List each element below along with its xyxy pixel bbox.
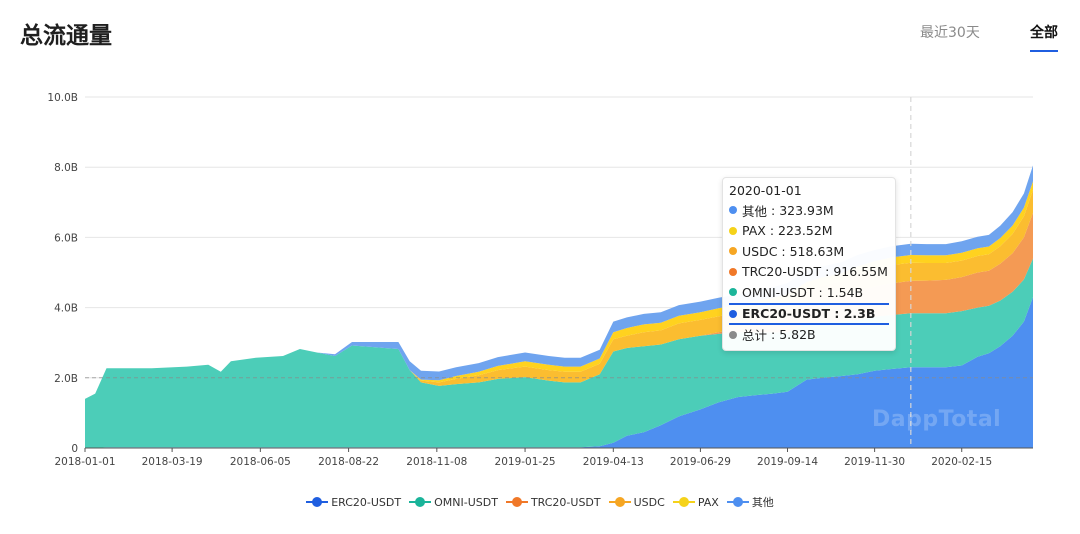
area-series-erc20-usdt xyxy=(85,297,1033,448)
legend-label: USDC xyxy=(633,495,665,509)
x-tick-label: 2019-04-13 xyxy=(583,456,644,468)
legend-label: ERC20-USDT xyxy=(331,495,402,509)
legend-item[interactable]: PAX xyxy=(672,495,719,509)
x-tick-label: 2019-11-30 xyxy=(844,456,905,468)
tooltip-separator: : xyxy=(829,306,844,321)
chart-tooltip: 2020-01-01 其他 : 323.93M PAX : 223.52M USDC… xyxy=(722,177,896,351)
y-tick-label: 0 xyxy=(71,443,78,455)
legend-item[interactable]: 其他 xyxy=(726,494,774,510)
tooltip-label: USDC xyxy=(742,243,778,259)
tooltip-row: ERC20-USDT : 2.3B xyxy=(729,302,889,325)
tooltip-value: 1.54B xyxy=(826,284,864,300)
tooltip-row: 其他 : 323.93M xyxy=(729,200,889,221)
series-dot-icon xyxy=(729,206,737,215)
tab-all[interactable]: 全部 xyxy=(1030,22,1058,52)
legend-marker-icon xyxy=(409,497,432,507)
tooltip-label: ERC20-USDT xyxy=(742,306,830,321)
tooltip-row: USDC : 518.63M xyxy=(729,241,889,262)
x-tick-label: 2018-01-01 xyxy=(54,456,115,468)
legend-marker-icon xyxy=(672,497,695,507)
tooltip-value: 916.55M xyxy=(833,264,888,280)
tooltip-separator: : xyxy=(814,284,827,300)
y-tick-label: 10.0B xyxy=(47,92,78,104)
tooltip-value: 323.93M xyxy=(779,202,834,218)
tooltip-value: 5.82B xyxy=(779,327,816,343)
tooltip-value: 223.52M xyxy=(778,223,833,239)
tooltip-value: 518.63M xyxy=(789,243,845,259)
tooltip-label: PAX xyxy=(742,223,766,239)
legend-label: 其他 xyxy=(751,496,774,509)
tooltip-separator: : xyxy=(767,202,780,218)
tooltip-separator: : xyxy=(767,327,780,343)
tooltip-label: OMNI-USDT xyxy=(742,284,815,300)
tooltip-separator: : xyxy=(777,243,790,259)
x-tick-label: 2019-06-29 xyxy=(670,456,731,468)
series-dot-icon xyxy=(729,267,737,276)
tooltip-label: 其他 xyxy=(742,203,768,219)
legend-marker-icon xyxy=(608,497,631,507)
chart-legend: ERC20-USDT OMNI-USDT TRC20-USDT USDC PAX 其他 xyxy=(0,494,1080,510)
legend-label: PAX xyxy=(697,495,719,509)
tooltip-date: 2020-01-01 xyxy=(729,183,802,198)
tooltip-separator: : xyxy=(821,264,834,280)
y-tick-label: 4.0B xyxy=(54,303,78,315)
x-tick-label: 2020-02-15 xyxy=(931,456,992,468)
x-tick-label: 2019-01-25 xyxy=(495,456,556,468)
series-dot-icon xyxy=(729,309,737,318)
legend-marker-icon xyxy=(726,497,749,507)
y-tick-label: 6.0B xyxy=(54,232,78,244)
tooltip-row: OMNI-USDT : 1.54B xyxy=(729,282,889,303)
tooltip-row: 总计 : 5.82B xyxy=(729,325,889,346)
series-dot-icon xyxy=(729,288,737,297)
tab-last-30-days[interactable]: 最近30天 xyxy=(920,25,980,41)
x-tick-label: 2018-11-08 xyxy=(406,456,467,468)
legend-item[interactable]: USDC xyxy=(608,495,665,509)
legend-item[interactable]: TRC20-USDT xyxy=(505,495,601,509)
area-series-omni-usdt xyxy=(85,258,1033,448)
watermark: DappTotal xyxy=(872,407,1002,432)
tooltip-value: 2.3B xyxy=(843,306,876,321)
legend-item[interactable]: ERC20-USDT xyxy=(306,496,401,509)
tooltip-row: TRC20-USDT : 916.55M xyxy=(729,262,889,283)
tooltip-row: PAX : 223.52M xyxy=(729,221,889,242)
x-tick-label: 2018-03-19 xyxy=(142,456,203,468)
legend-marker-icon xyxy=(505,497,528,507)
y-tick-label: 8.0B xyxy=(54,162,78,174)
legend-label: OMNI-USDT xyxy=(434,495,498,509)
tooltip-label: TRC20-USDT xyxy=(742,264,822,280)
y-tick-label: 2.0B xyxy=(54,373,78,385)
page-title: 总流通量 xyxy=(20,23,112,49)
tooltip-label: 总计 xyxy=(742,328,768,344)
tooltip-separator: : xyxy=(765,223,779,239)
legend-item[interactable]: OMNI-USDT xyxy=(409,496,498,509)
series-dot-icon xyxy=(729,226,737,235)
series-dot-icon xyxy=(729,330,737,339)
x-tick-label: 2019-09-14 xyxy=(757,456,818,468)
x-tick-label: 2018-08-22 xyxy=(318,456,379,468)
legend-marker-icon xyxy=(306,497,329,507)
x-tick-label: 2018-06-05 xyxy=(230,456,291,468)
legend-label: TRC20-USDT xyxy=(530,495,601,509)
series-dot-icon xyxy=(729,247,737,256)
